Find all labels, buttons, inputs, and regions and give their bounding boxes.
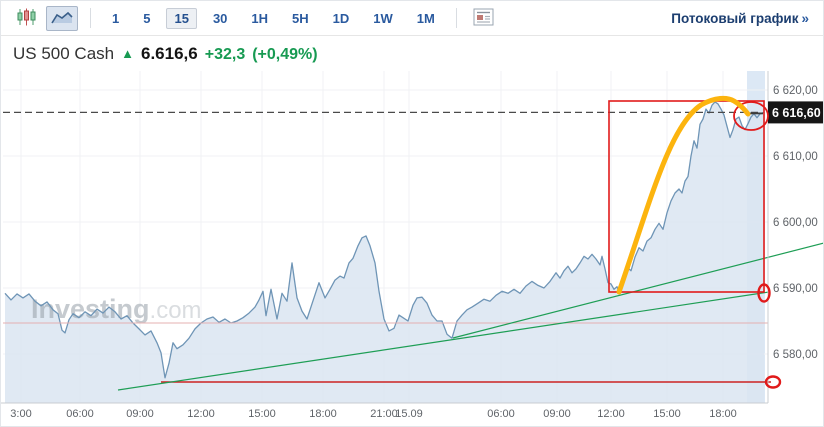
interval-button-1m[interactable]: 1M <box>409 8 443 29</box>
interval-button-5h[interactable]: 5H <box>284 8 317 29</box>
price-change: +32,3 <box>204 46 246 63</box>
y-axis-label: 6 580,00 <box>773 349 818 361</box>
interval-button-1[interactable]: 1 <box>104 8 127 29</box>
y-axis-label: 6 610,00 <box>773 151 818 163</box>
instrument-title: US 500 Cash <box>13 44 115 63</box>
x-axis-label: 09:00 <box>543 408 571 420</box>
interval-button-1d[interactable]: 1D <box>325 8 358 29</box>
chevron-right-icon: » <box>801 10 809 26</box>
last-price-badge <box>768 101 823 124</box>
up-arrow-icon: ▲ <box>121 46 134 61</box>
toolbar-divider <box>90 8 91 28</box>
interval-button-1w[interactable]: 1W <box>365 8 401 29</box>
support-trendline-steep <box>452 242 823 339</box>
area-chart-icon <box>50 9 74 28</box>
interval-button-15[interactable]: 15 <box>166 7 197 29</box>
y-axis-label: 6 600,00 <box>773 217 818 229</box>
toolbar-divider <box>455 8 457 28</box>
annotation-ellipse-bottom <box>764 375 782 389</box>
x-axis-label: 06:00 <box>66 408 94 420</box>
price-change-percent: (+0,49%) <box>252 46 318 63</box>
last-price: 6.616,6 <box>141 44 198 63</box>
y-axis-label: 6 620,00 <box>773 85 818 97</box>
x-axis-label: 15.09 <box>395 408 423 420</box>
x-axis-label: 15:00 <box>653 408 681 420</box>
interval-button-5[interactable]: 5 <box>135 8 158 29</box>
y-axis-label: 6 590,00 <box>773 283 818 295</box>
layout-button[interactable] <box>469 6 498 31</box>
x-axis-label: 06:00 <box>487 408 515 420</box>
chart-toolbar: 1 5 15 30 1H 5H 1D 1W 1M Потоковый графи… <box>1 1 823 36</box>
area-fill <box>5 101 764 404</box>
streaming-chart-link[interactable]: Потоковый график» <box>671 10 809 26</box>
annotation-ellipse-large <box>733 101 769 131</box>
candlestick-chart-button[interactable] <box>13 6 40 31</box>
last-price-badge-label: 6 616,60 <box>772 106 821 120</box>
interval-button-30[interactable]: 30 <box>205 8 235 29</box>
investing-watermark: Investing.com <box>31 294 202 324</box>
x-axis-label: 18:00 <box>709 408 737 420</box>
annotation-yellow-arc <box>616 95 751 295</box>
support-trendline-long <box>117 291 770 391</box>
layout-grid-icon <box>473 8 494 29</box>
x-axis-label: 15:00 <box>248 408 276 420</box>
x-axis-label: 12:00 <box>597 408 625 420</box>
x-axis-label: 3:00 <box>10 408 31 420</box>
x-axis-label: 21:00 <box>370 408 398 420</box>
area-chart-button[interactable] <box>46 5 78 31</box>
annotation-rectangle <box>608 100 765 293</box>
instrument-header: US 500 Cash ▲ 6.616,6 +32,3 (+0,49%) <box>1 36 823 64</box>
interval-button-1h[interactable]: 1H <box>243 8 276 29</box>
price-chart[interactable]: Investing.com 6 620,00 6 610,00 6 600,00 6 5… <box>1 67 824 427</box>
price-line <box>4 101 765 379</box>
annotation-ellipse-mid <box>757 283 771 303</box>
x-axis-label: 18:00 <box>309 408 337 420</box>
x-axis-label: 12:00 <box>187 408 215 420</box>
x-axis-label: 09:00 <box>126 408 154 420</box>
candlestick-icon <box>17 8 36 29</box>
